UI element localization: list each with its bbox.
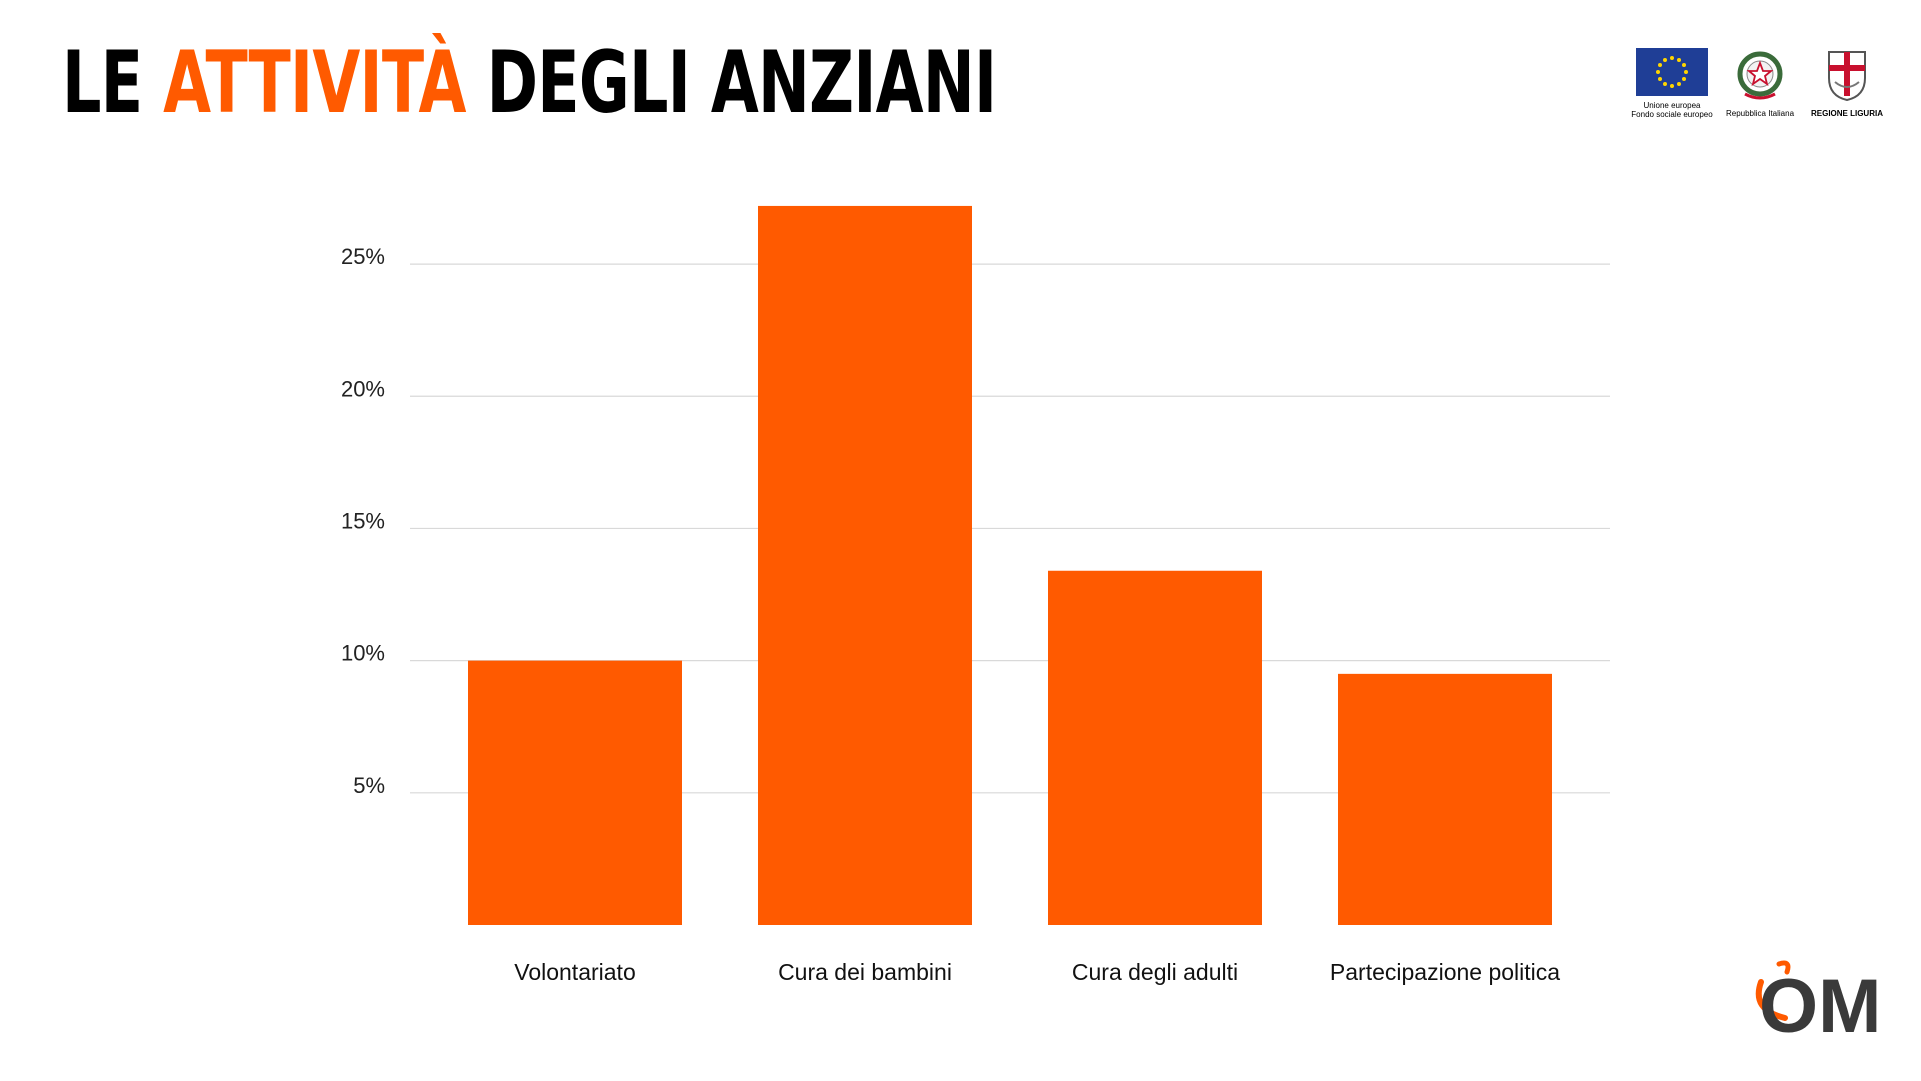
eu-caption-2: Fondo sociale europeo bbox=[1631, 110, 1713, 119]
eu-logo: Unione europea Fondo sociale europeo bbox=[1630, 48, 1714, 119]
italy-caption: Repubblica Italiana bbox=[1725, 109, 1795, 118]
liguria-logo: REGIONE LIGURIA bbox=[1806, 48, 1888, 118]
liguria-caption: REGIONE LIGURIA bbox=[1810, 109, 1883, 118]
institution-logos: Unione europea Fondo sociale europeo Rep… bbox=[1630, 48, 1885, 124]
y-tick-label: 20% bbox=[341, 376, 385, 401]
title-accent: ATTIVITÀ bbox=[163, 33, 466, 133]
y-tick-label: 10% bbox=[341, 641, 385, 666]
eu-caption-1: Unione europea bbox=[1643, 101, 1701, 110]
bars bbox=[468, 205, 1552, 925]
italy-logo: Repubblica Italiana bbox=[1720, 48, 1800, 118]
y-tick-label: 25% bbox=[341, 244, 385, 269]
bar bbox=[1338, 673, 1552, 925]
italian-emblem-icon bbox=[1737, 51, 1783, 100]
x-category-label: Volontariato bbox=[514, 959, 635, 985]
bar bbox=[758, 205, 972, 925]
liguria-shield-icon bbox=[1828, 51, 1866, 102]
bar bbox=[468, 660, 682, 925]
x-category-label: Partecipazione politica bbox=[1330, 959, 1560, 985]
x-category-label: Cura degli adulti bbox=[1072, 959, 1238, 985]
y-axis-ticks: 5% 10% 15% 20% 25% bbox=[341, 244, 385, 798]
y-tick-label: 5% bbox=[353, 773, 385, 798]
page-title: LE ATTIVITÀ DEGLI ANZIANI bbox=[62, 40, 997, 126]
title-after: DEGLI ANZIANI bbox=[465, 33, 997, 133]
eu-flag-icon bbox=[1636, 48, 1708, 96]
om-logo-text: OM bbox=[1759, 964, 1881, 1038]
x-category-label: Cura dei bambini bbox=[778, 959, 952, 985]
title-before: LE bbox=[62, 33, 164, 133]
y-tick-label: 15% bbox=[341, 508, 385, 533]
x-axis-labels: Volontariato Cura dei bambini Cura degli a… bbox=[514, 959, 1560, 985]
bar bbox=[1048, 570, 1262, 925]
om-logo-icon: OM bbox=[1755, 960, 1881, 1038]
